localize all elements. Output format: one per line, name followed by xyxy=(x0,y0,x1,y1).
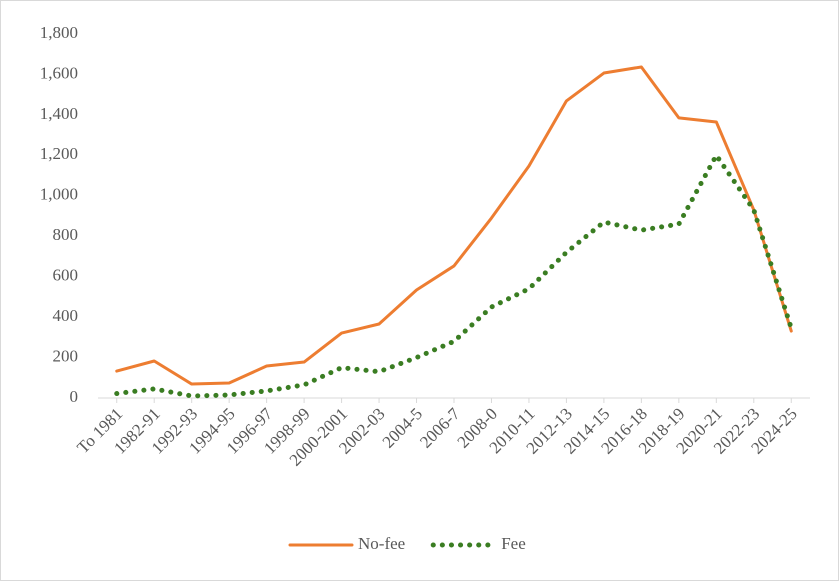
y-tick-label: 200 xyxy=(53,346,79,365)
y-tick-label: 1,200 xyxy=(40,144,78,163)
y-tick-label: 0 xyxy=(70,387,79,406)
y-tick-label: 800 xyxy=(53,225,79,244)
y-tick-label: 1,800 xyxy=(40,23,78,42)
legend-label: Fee xyxy=(501,534,526,553)
y-tick-label: 400 xyxy=(53,306,79,325)
y-tick-label: 1,400 xyxy=(40,104,78,123)
y-tick-label: 1,000 xyxy=(40,185,78,204)
series-line xyxy=(115,65,793,386)
y-tick-label: 1,600 xyxy=(40,63,78,82)
y-tick-label: 600 xyxy=(53,266,79,285)
legend-label: No-fee xyxy=(358,534,405,553)
series-line xyxy=(114,152,794,399)
